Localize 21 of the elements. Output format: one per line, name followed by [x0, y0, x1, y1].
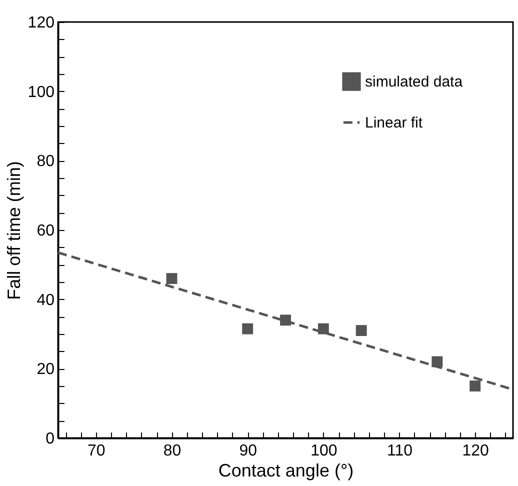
y-tick-label: 0	[46, 430, 55, 448]
x-tick-label: 120	[462, 442, 490, 460]
point	[166, 273, 178, 284]
x-tick-label: 90	[239, 442, 258, 460]
x-tick-label: 70	[88, 442, 106, 460]
point	[470, 380, 481, 392]
y-tick-label: 100	[28, 84, 55, 101]
y-tick-label: 120	[28, 14, 55, 32]
x-tick-label: 110	[386, 442, 413, 460]
point	[356, 325, 367, 336]
y-tick-label: 40	[36, 292, 55, 309]
x-axis-title: Contact angle (°)	[218, 460, 354, 480]
x-tick-label: 80	[163, 442, 182, 460]
y-axis-title: Fall off time (min)	[4, 161, 24, 300]
x-tick-label: 100	[310, 442, 338, 460]
legend-label: Linear fit	[365, 114, 424, 132]
y-tick-label: 80	[36, 153, 55, 170]
y-tick-label: 20	[36, 361, 55, 378]
point	[242, 323, 254, 334]
legend-label: simulated data	[365, 74, 464, 90]
y-tick-label: 60	[36, 222, 55, 240]
